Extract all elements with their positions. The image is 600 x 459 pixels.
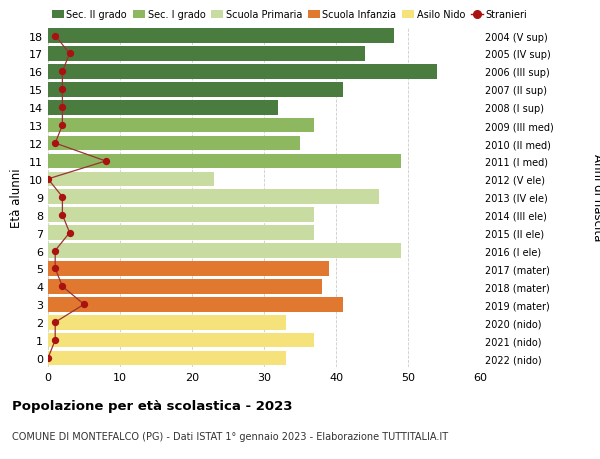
Point [50, 265, 60, 273]
Bar [48, 351, 286, 365]
Bar [48, 333, 314, 348]
Point [50, 247, 60, 255]
Point [101, 158, 110, 165]
Bar [48, 280, 322, 294]
Point [50, 33, 60, 40]
Point [58, 212, 67, 219]
Text: COMUNE DI MONTEFALCO (PG) - Dati ISTAT 1° gennaio 2023 - Elaborazione TUTTITALIA: COMUNE DI MONTEFALCO (PG) - Dati ISTAT 1… [12, 431, 448, 442]
Bar [48, 226, 314, 241]
Bar [48, 47, 365, 62]
Bar [48, 208, 314, 223]
Bar [48, 29, 394, 44]
Point [65, 230, 74, 237]
Bar [48, 244, 401, 258]
Bar [48, 262, 329, 276]
Y-axis label: Età alunni: Età alunni [10, 168, 23, 227]
Point [50, 140, 60, 147]
Bar [48, 83, 343, 97]
Bar [48, 65, 437, 79]
Point [43, 176, 53, 183]
Bar [48, 136, 300, 151]
Point [50, 337, 60, 344]
Bar [48, 190, 379, 205]
Point [58, 194, 67, 201]
Point [79, 301, 89, 308]
Bar [48, 101, 278, 115]
Point [58, 104, 67, 112]
Point [65, 50, 74, 58]
Point [50, 319, 60, 326]
Bar [48, 315, 286, 330]
Bar [48, 154, 401, 169]
Point [58, 283, 67, 291]
Bar [48, 118, 314, 133]
Point [58, 86, 67, 94]
Point [58, 122, 67, 129]
Legend: Sec. II grado, Sec. I grado, Scuola Primaria, Scuola Infanzia, Asilo Nido, Stran: Sec. II grado, Sec. I grado, Scuola Prim… [48, 6, 532, 24]
Point [58, 68, 67, 76]
Text: Popolazione per età scolastica - 2023: Popolazione per età scolastica - 2023 [12, 399, 293, 412]
Point [43, 355, 53, 362]
Text: Anni di nascita: Anni di nascita [590, 154, 600, 241]
Bar [48, 297, 343, 312]
Bar [48, 172, 214, 187]
